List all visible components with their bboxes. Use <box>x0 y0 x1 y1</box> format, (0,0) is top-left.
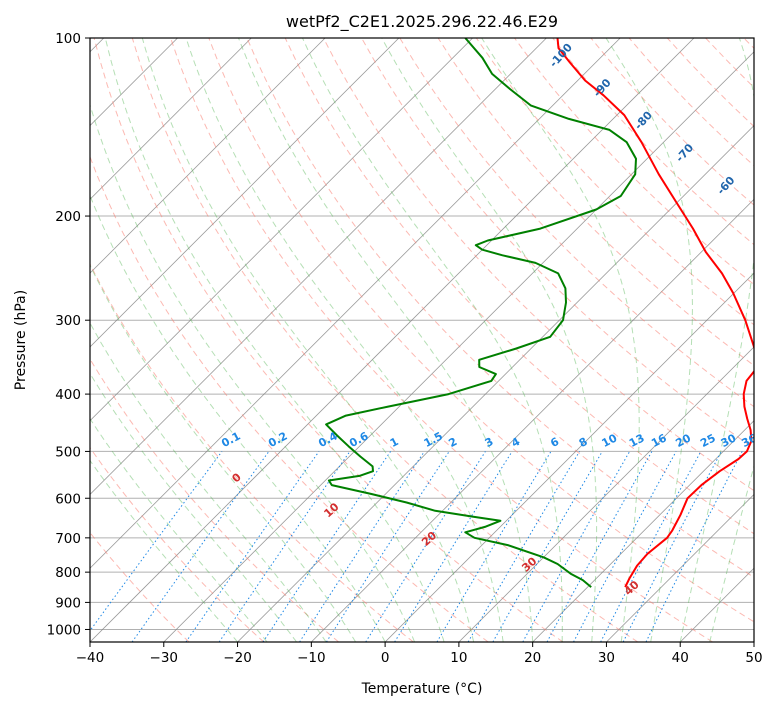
moist-adiabat-line <box>302 38 563 642</box>
mixing-ratio-line <box>573 451 677 642</box>
x-tick-label: 0 <box>381 650 390 666</box>
reference-lines-layer <box>90 38 754 642</box>
isotherm-line <box>606 493 754 642</box>
moist-adiabat-line <box>104 38 445 642</box>
isotherm-line <box>90 38 621 569</box>
plot-frame <box>89 37 755 643</box>
moist-adiabat-line <box>90 322 327 642</box>
dry-adiabat-line <box>322 38 754 492</box>
x-tick-label: −10 <box>297 650 326 666</box>
mixing-ratio-line <box>394 451 513 642</box>
isotherm-line <box>458 346 754 642</box>
isotherm-line <box>163 51 754 642</box>
moist-adiabat-line <box>90 264 357 642</box>
y-tick-label: 400 <box>55 387 81 403</box>
dry-adiabat-line <box>246 38 754 578</box>
chart-title: wetPf2_C2E1.2025.296.22.46.E29 <box>286 12 558 32</box>
y-axis-label: Pressure (hPa) <box>13 290 29 390</box>
dry-adiabat-line <box>208 38 754 623</box>
moist-adiabat-label: -50 <box>756 206 775 230</box>
mixing-ratio-line <box>185 451 320 642</box>
mixing-ratio-line <box>131 451 270 642</box>
moist-adiabat-line <box>679 38 754 642</box>
moist-adiabat-line <box>141 38 475 642</box>
y-tick-label: 300 <box>55 313 81 329</box>
moist-adiabat-line <box>90 372 297 642</box>
mixing-ratio-line <box>218 451 351 642</box>
dry-adiabat-line <box>514 38 754 286</box>
dry-adiabat-line <box>90 262 414 642</box>
isotherm-line <box>384 272 754 642</box>
plot-background <box>90 38 754 642</box>
dry-adiabat-line <box>170 38 713 642</box>
moist-adiabat-line <box>90 103 416 642</box>
tick-layer: −40 −30 −20 −10 0 10 20 30 40 50 100 200 300 400 500 60… <box>47 31 763 666</box>
moist-adiabat-line <box>238 38 534 642</box>
moist-adiabat-line <box>481 38 640 642</box>
isotherm-line <box>753 641 754 642</box>
x-tick-label: −20 <box>223 650 252 666</box>
grid-layer <box>90 38 754 642</box>
y-tick-label: 900 <box>55 595 81 611</box>
dry-adiabat-line <box>284 38 754 535</box>
y-tick-label: 700 <box>55 531 81 547</box>
y-tick-label: 100 <box>55 31 81 47</box>
mixing-ratio-label: 13 <box>627 431 647 450</box>
dry-adiabat-line <box>90 358 339 642</box>
isotherm-line <box>90 38 400 348</box>
dewpoint-profile-line <box>325 38 637 588</box>
dry-adiabat-line <box>90 446 265 642</box>
moist-adiabat-line <box>381 38 598 642</box>
y-tick-label: 1000 <box>47 622 81 638</box>
isotherm-line <box>90 38 473 422</box>
mixing-ratio-line <box>262 451 392 642</box>
x-tick-label: −30 <box>150 650 179 666</box>
mixing-ratio-label: 20 <box>673 431 693 450</box>
mixing-ratio-label: 10 <box>600 431 620 450</box>
y-tick-label: 500 <box>55 444 81 460</box>
moist-adiabat-line <box>90 194 386 642</box>
mixing-ratio-line <box>645 451 743 642</box>
moist-adiabat-line <box>709 463 754 642</box>
x-tick-label: 40 <box>672 650 689 666</box>
isotherm-line <box>90 38 695 642</box>
dry-adiabat-line <box>93 38 564 642</box>
isotherm-line <box>90 38 252 200</box>
mixing-ratio-line <box>622 451 722 642</box>
x-tick-label: −40 <box>76 650 105 666</box>
mixing-ratio-line <box>299 451 425 642</box>
profile-layer <box>325 38 754 588</box>
moist-adiabat-line <box>185 38 504 642</box>
mixing-ratio-line <box>546 451 653 642</box>
mixing-ratio-line <box>325 451 450 642</box>
y-tick-label: 600 <box>55 491 81 507</box>
mixing-ratio-label: 30 <box>719 431 739 450</box>
x-tick-label: 10 <box>450 650 467 666</box>
moist-adiabat-line <box>605 38 693 642</box>
mixing-ratio-line <box>522 451 631 642</box>
moist-adiabat-line <box>90 459 238 642</box>
x-tick-label: 50 <box>745 650 762 666</box>
dry-adiabat-line <box>131 38 639 642</box>
y-tick-label: 800 <box>55 565 81 581</box>
x-axis-label: Temperature (°C) <box>361 681 483 697</box>
mixing-ratio-label: 16 <box>649 431 669 450</box>
dry-adiabat-line <box>437 38 754 367</box>
mixing-ratio-line <box>90 451 223 632</box>
mixing-ratio-label: 36 <box>739 431 759 450</box>
isotherm-line <box>90 38 326 274</box>
y-tick-label: 200 <box>55 209 81 225</box>
mixing-ratio-label: 25 <box>698 431 718 450</box>
isotherm-line <box>90 38 547 496</box>
temperature-profile-line <box>556 38 754 588</box>
dry-adiabat-line <box>475 38 754 326</box>
x-tick-label: 20 <box>524 650 541 666</box>
moist-adiabat-line <box>90 417 268 642</box>
x-tick-label: 30 <box>598 650 615 666</box>
isotherm-line <box>532 420 754 642</box>
